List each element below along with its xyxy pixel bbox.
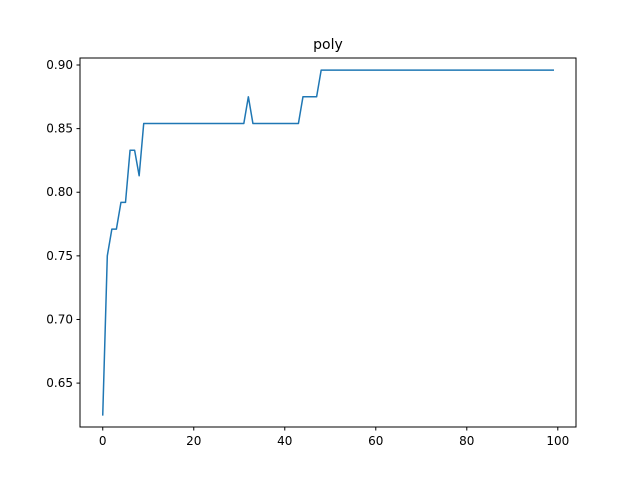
y-tick-label: 0.80 [46,185,73,199]
x-axis: 0 20 40 60 80 100 [99,427,569,448]
y-tick-label: 0.75 [46,249,73,263]
y-tick-label: 0.90 [46,58,73,72]
x-tick-label: 20 [186,434,201,448]
chart-title: poly [313,37,343,53]
x-tick-label: 100 [546,434,569,448]
plot-area [101,69,554,416]
x-tick-label: 0 [99,434,107,448]
y-tick-label: 0.85 [46,122,73,136]
y-tick-label: 0.65 [46,376,73,390]
x-tick-label: 40 [277,434,292,448]
y-tick-label: 0.70 [46,312,73,326]
x-tick-label: 60 [368,434,383,448]
x-tick-label: 80 [459,434,474,448]
series-line [101,69,554,416]
y-axis: 0.65 0.70 0.75 0.80 0.85 0.90 [46,58,80,390]
axes-frame [79,57,577,428]
